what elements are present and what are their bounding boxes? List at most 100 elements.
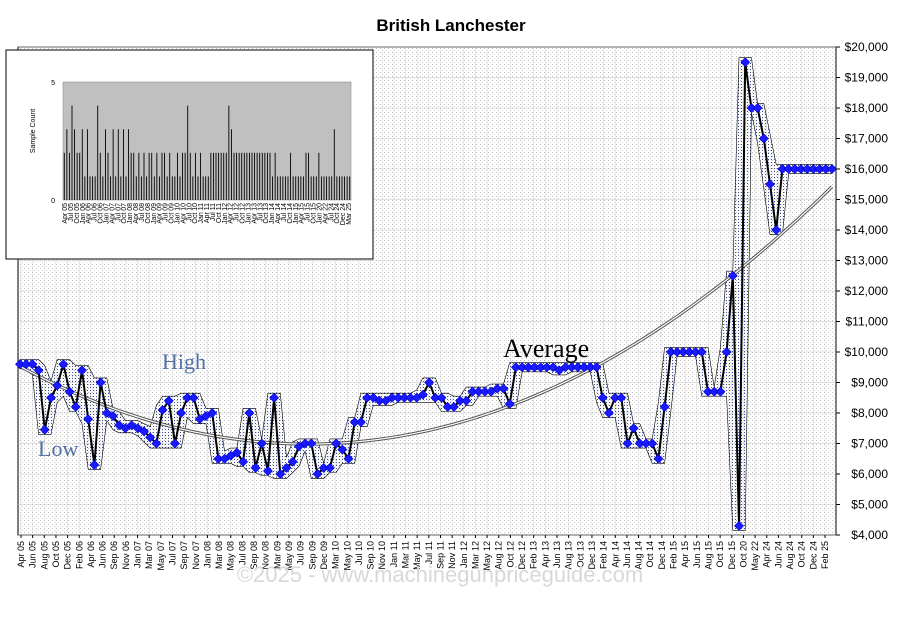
price-point xyxy=(77,365,87,376)
x-tick-label: Feb 15 xyxy=(669,541,679,569)
price-markers xyxy=(15,57,837,531)
x-tick-label: May 11 xyxy=(412,541,422,570)
x-tick-label: Oct 13 xyxy=(575,541,585,568)
x-axis-ticks: Apr 05 Jun 05 Aug 05 Oct 05 Dec 05 Feb 06 Apr … xyxy=(16,535,830,571)
inset-x-tick-label: Jul 05 xyxy=(68,203,75,222)
x-tick-label: Jun 24 xyxy=(773,541,783,568)
inset-x-tick-label: Jul 06 xyxy=(92,203,99,222)
x-tick-label: Aug 15 xyxy=(703,541,713,570)
x-tick-label: Aug 14 xyxy=(634,541,644,570)
inset-x-tick-label: Jul 08 xyxy=(139,203,146,222)
price-point xyxy=(244,408,255,418)
inset-x-tick-label: Mar 25 xyxy=(346,203,353,225)
price-point xyxy=(256,438,267,449)
price-point xyxy=(659,401,670,412)
price-point xyxy=(188,392,199,403)
price-point xyxy=(108,411,118,421)
x-tick-label: Aug 13 xyxy=(564,541,574,570)
inset-x-tick-label: Oct 08 xyxy=(145,203,152,224)
price-point xyxy=(827,164,837,174)
price-point xyxy=(417,389,428,400)
x-tick-label: Aug 24 xyxy=(785,541,795,570)
x-tick-label: Mar 08 xyxy=(214,541,224,569)
annotation-average: Average xyxy=(503,334,589,363)
x-tick-label: Apr 13 xyxy=(540,541,550,568)
price-point xyxy=(597,392,608,403)
price-point xyxy=(436,392,447,403)
price-point xyxy=(758,133,769,144)
inset-x-tick-label: Apr 07 xyxy=(109,203,116,224)
x-tick-label: Apr 14 xyxy=(610,541,620,568)
y-tick-label: $11,000 xyxy=(846,315,889,329)
price-point xyxy=(740,57,751,68)
y-tick-label: $14,000 xyxy=(845,223,889,237)
inset-x-tick-label: Jul 15 xyxy=(305,203,312,222)
y-axis-ticks: $4,000 $5,000 $6,000 $7,000 $8,000 $9,000 $10,… xyxy=(836,40,888,542)
price-point xyxy=(39,424,50,435)
price-point xyxy=(622,438,633,449)
price-point xyxy=(275,469,286,479)
x-tick-label: Jun 15 xyxy=(692,541,702,568)
price-point xyxy=(33,365,44,376)
price-point xyxy=(424,377,435,388)
price-point xyxy=(170,438,180,449)
x-tick-label: Oct 05 xyxy=(51,541,61,568)
inset-y-tick-min: 0 xyxy=(51,198,55,205)
price-point xyxy=(157,405,168,415)
inset-y-tick-max: 5 xyxy=(51,80,55,87)
x-tick-label: Dec 12 xyxy=(517,541,527,570)
price-point xyxy=(232,447,242,458)
price-point xyxy=(238,456,249,467)
price-point xyxy=(461,395,472,406)
inset-x-tick-label: Apr 22 xyxy=(322,203,329,224)
inset-x-tick-label: Jan 08 xyxy=(127,203,134,224)
x-tick-label: May 09 xyxy=(284,541,294,571)
annotation-low: Low xyxy=(38,436,78,461)
x-tick-label: Mar 10 xyxy=(331,541,341,569)
price-point xyxy=(715,386,726,397)
inset-x-tick-label: Jan 13 xyxy=(245,203,252,224)
y-tick-label: $13,000 xyxy=(845,254,889,268)
y-tick-label: $5,000 xyxy=(851,498,888,512)
inset-x-tick-label: Oct 10 xyxy=(192,203,199,224)
inset-x-tick-label: Oct 12 xyxy=(240,203,247,224)
x-tick-label: Dec 13 xyxy=(587,541,597,570)
inset-x-tick-label: Jan 12 xyxy=(222,203,229,224)
price-point xyxy=(721,347,732,357)
annotation-high: High xyxy=(162,349,206,374)
price-point xyxy=(343,453,354,464)
inset-x-tick-label: Dec 24 xyxy=(340,203,347,225)
x-tick-label: Mar 07 xyxy=(144,541,154,569)
inset-x-tick-label: Jul 12 xyxy=(234,203,241,222)
price-point xyxy=(448,401,459,412)
price-point xyxy=(647,438,658,449)
price-point xyxy=(765,179,775,190)
inset-x-tick-label: Apr 09 xyxy=(157,203,164,224)
inset-bars xyxy=(63,105,351,200)
x-tick-label: Jul 10 xyxy=(354,541,364,565)
y-tick-label: $7,000 xyxy=(851,437,888,451)
price-point xyxy=(89,459,100,470)
trend-line-inner xyxy=(19,186,833,445)
inset-x-tick-label: Apr 15 xyxy=(299,203,306,224)
inset-x-tick-label: Apr 10 xyxy=(180,203,187,224)
x-tick-label: Oct 14 xyxy=(645,541,655,568)
x-tick-label: Feb 25 xyxy=(820,541,830,569)
x-tick-label: May 10 xyxy=(342,541,352,571)
inset-x-tick-label: Oct 24 xyxy=(334,203,341,224)
x-tick-label: Mar 12 xyxy=(470,541,480,569)
inset-x-tick-label: Apr 11 xyxy=(204,203,211,223)
x-tick-label: Nov 11 xyxy=(447,541,457,569)
inset-x-tick-label: Oct 11 xyxy=(216,203,223,223)
x-tick-label: Nov 07 xyxy=(191,541,201,570)
price-point xyxy=(27,359,38,370)
x-tick-label: Nov 08 xyxy=(261,541,271,570)
price-point xyxy=(306,438,317,449)
price-point xyxy=(139,426,149,437)
inset-x-tick-label: Jul 11 xyxy=(210,203,217,221)
price-point xyxy=(734,520,744,531)
inset-x-tick-label: Oct 07 xyxy=(121,203,128,224)
price-point xyxy=(281,462,292,473)
x-tick-label: Jul 08 xyxy=(237,541,247,565)
